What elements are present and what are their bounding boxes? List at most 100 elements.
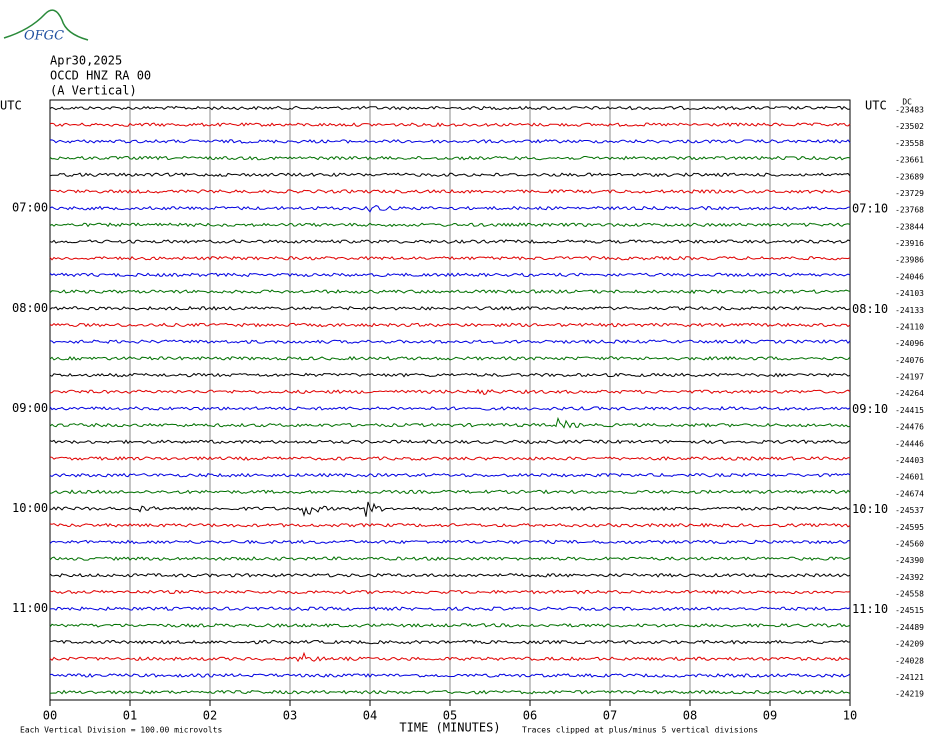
trace [49,623,851,628]
dc-offset: -24076 [895,356,924,365]
trace [49,289,851,295]
logo-text: OFGC [24,29,64,44]
x-tick-label: 02 [203,709,217,723]
trace [49,472,851,478]
dc-offset: -24415 [895,406,924,415]
station: OCCD HNZ RA 00 [50,69,151,83]
x-tick-label: 01 [123,709,137,723]
logo: OFGC [3,9,89,44]
trace [49,205,851,213]
trace [49,322,851,328]
dc-offset: -24476 [895,423,924,432]
dc-offset: -24197 [895,373,924,382]
trace [49,339,851,344]
dc-offset: -24446 [895,439,924,448]
trace [49,355,851,361]
left-hour-label: 07:00 [12,201,48,215]
trace [49,489,851,495]
dc-offset: -24028 [895,656,924,665]
trace [49,439,851,445]
dc-offset: -24403 [895,456,924,465]
trace [49,416,851,429]
dc-offset: -24103 [895,289,924,298]
x-tick-label: 10 [843,709,857,723]
trace [49,122,851,128]
dc-offset: -24096 [895,339,924,348]
dc-title: DC [902,98,912,107]
dc-offset: -24390 [895,556,924,565]
dc-offset: -24110 [895,322,924,331]
x-tick-label: 09 [763,709,777,723]
trace [49,639,851,645]
x-tick-label: 05 [443,709,457,723]
dc-offset: -23558 [895,139,924,148]
trace [49,239,851,244]
trace [49,572,851,578]
dc-offset: -24392 [895,573,924,582]
x-tick-label: 03 [283,709,297,723]
trace [50,501,851,517]
trace [49,222,851,228]
trace [49,172,851,178]
x-tick-label: 06 [523,709,537,723]
dc-offset: -24601 [895,473,924,482]
dc-offset: -24558 [895,590,924,599]
left-hour-label: 10:00 [12,501,48,515]
trace [49,456,851,461]
trace [49,651,851,663]
trace [49,139,851,144]
trace [49,539,851,545]
dc-offset: -23502 [895,122,924,131]
clip-note: Traces clipped at plus/minus 5 vertical … [522,726,758,735]
trace [49,689,851,695]
trace [49,272,851,278]
trace [49,305,851,311]
trace [49,556,851,561]
right-axis-title: UTC [865,99,887,113]
right-hour-label: 07:10 [852,202,888,216]
dc-offset: -24046 [895,272,924,281]
trace [49,189,851,194]
dc-offset: -23661 [895,156,924,165]
dc-offset: -24595 [895,523,924,532]
trace [49,673,851,679]
date: Apr30,2025 [50,54,122,68]
dc-offset: -24489 [895,623,924,632]
logo-curve [3,9,89,41]
trace [49,155,851,161]
dc-offset: -24515 [895,606,924,615]
dc-offset: -23844 [895,222,924,231]
dc-offset: -24219 [895,690,924,699]
left-hour-label: 09:00 [12,401,48,415]
right-hour-label: 11:10 [852,602,888,616]
dc-offset: -23729 [895,189,924,198]
right-hour-label: 09:10 [852,402,888,416]
x-tick-label: 07 [603,709,617,723]
dc-offset: -23689 [895,172,924,181]
left-hour-label: 08:00 [12,301,48,315]
trace [49,405,851,411]
right-hour-label: 08:10 [852,302,888,316]
dc-offset: -24121 [895,673,924,682]
dc-offset: -24133 [895,306,924,315]
x-tick-label: 04 [363,709,377,723]
trace [49,388,851,396]
dc-offset: -23916 [895,239,924,248]
x-axis-title: TIME (MINUTES) [399,721,500,735]
dc-offset: -23483 [895,106,924,115]
dc-offset: -24674 [895,489,924,498]
trace [49,105,851,111]
dc-offset: -23986 [895,256,924,265]
dc-offset: -24560 [895,539,924,548]
dc-offset: -23768 [895,206,924,215]
left-hour-label: 11:00 [12,601,48,615]
trace [49,522,851,528]
trace [49,255,851,261]
left-axis-title: UTC [0,99,22,113]
trace [49,606,851,612]
x-tick-label: 00 [43,709,57,723]
scale-note: Each Vertical Division = 100.00 microvol… [20,726,222,735]
dc-offset: -24264 [895,389,924,398]
dc-offset: -24209 [895,640,924,649]
